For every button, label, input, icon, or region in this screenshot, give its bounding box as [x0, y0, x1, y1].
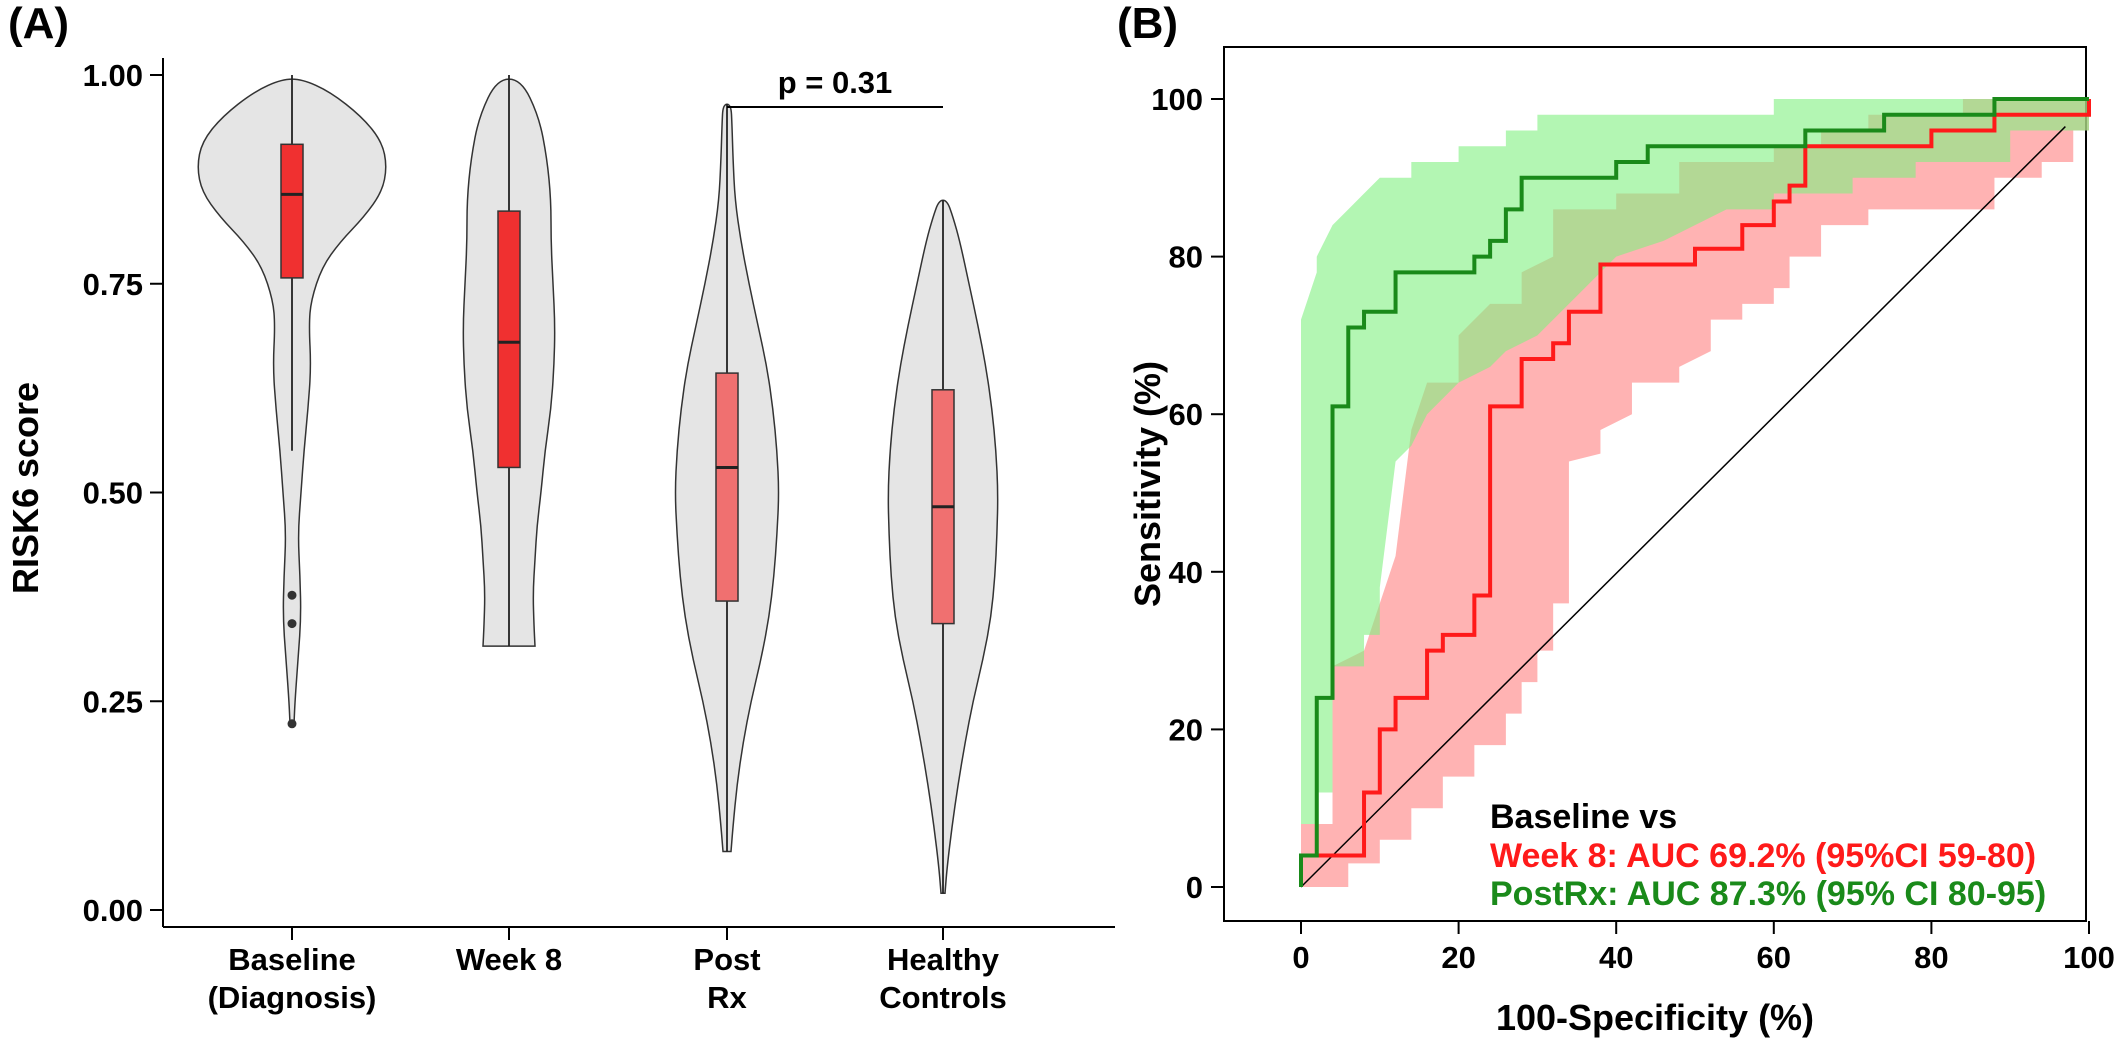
- legend-title: Baseline vs: [1490, 798, 1677, 836]
- y-tick-label: 60: [1169, 397, 1203, 432]
- roc-curves: [1299, 97, 2091, 887]
- violins-layer: [197, 75, 999, 895]
- legend: Baseline vs Week 8: AUC 69.2% (95%CI 59-…: [1490, 798, 2046, 913]
- y-tick-label: 0.25: [83, 684, 143, 719]
- y-tick-label: 40: [1169, 555, 1203, 590]
- y-tick-label: 0.50: [83, 476, 143, 511]
- x-tick-label: Controls: [879, 980, 1006, 1015]
- roc-curve-postrx: [1299, 97, 2089, 887]
- x-tick-label: Healthy: [887, 942, 1000, 977]
- plot-frame: [1223, 46, 2087, 922]
- y-axis-label: RISK6 score: [5, 382, 46, 594]
- y-tick-label: 0.00: [83, 893, 143, 928]
- panel-b: (B) 0 20 40 60 80 100 0 20 40 60 80 100 100-Specif…: [1117, 0, 2115, 1038]
- panel-b-label: (B): [1117, 0, 1178, 48]
- y-tick-label: 0.75: [83, 267, 143, 302]
- outlier-point: [287, 619, 297, 629]
- x-tick-label: (Diagnosis): [208, 980, 377, 1015]
- x-tick-label: 40: [1599, 940, 1633, 975]
- y-tick-label: 0: [1186, 870, 1203, 905]
- panel-a-label: (A): [8, 0, 69, 48]
- y-tick-label: 20: [1169, 712, 1203, 747]
- roc-curve-week8: [1299, 99, 2091, 887]
- x-tick-label: 60: [1757, 940, 1791, 975]
- x-tick-label: 100: [2063, 940, 2115, 975]
- outlier-point: [287, 719, 297, 729]
- legend-entry-postrx: PostRx: AUC 87.3% (95% CI 80-95): [1490, 875, 2046, 913]
- x-tick-label: Post: [693, 942, 760, 977]
- x-tick-label: Week 8: [456, 942, 562, 977]
- x-tick-label: 20: [1441, 940, 1475, 975]
- y-ticks: 0.00 0.25 0.50 0.75 1.00: [83, 58, 163, 928]
- x-ticks: Baseline(Diagnosis) Week 8 PostRx HealthyCo…: [208, 927, 1007, 1015]
- outlier-point: [287, 590, 297, 600]
- y-tick-label: 100: [1151, 82, 1203, 117]
- y-tick-label: 80: [1169, 240, 1203, 275]
- x-ticks: 0 20 40 60 80 100: [1292, 921, 2115, 975]
- y-axis-label: Sensitivity (%): [1127, 361, 1168, 607]
- y-ticks: 0 20 40 60 80 100: [1151, 82, 1224, 905]
- p-value-text: p = 0.31: [778, 65, 893, 100]
- y-tick-label: 1.00: [83, 58, 143, 93]
- iqr-box: [715, 372, 739, 602]
- iqr-box: [280, 143, 304, 279]
- x-axis-label: 100-Specificity (%): [1496, 997, 1814, 1038]
- x-tick-label: Rx: [707, 980, 747, 1015]
- x-tick-label: 80: [1914, 940, 1948, 975]
- panel-a: (A) 0.00 0.25 0.50 0.75 1.00 Baseline(Diagno…: [5, 0, 1115, 1015]
- reference-diagonal: [1300, 126, 2066, 888]
- p-value-annotation: p = 0.31: [727, 65, 943, 108]
- diagonal-line: [1300, 126, 2066, 888]
- legend-entry-week8: Week 8: AUC 69.2% (95%CI 59-80): [1490, 837, 2036, 875]
- iqr-box: [497, 210, 521, 469]
- x-tick-label: 0: [1292, 940, 1309, 975]
- ci-band-postrx: [1301, 99, 2089, 824]
- x-tick-label: Baseline: [228, 942, 356, 977]
